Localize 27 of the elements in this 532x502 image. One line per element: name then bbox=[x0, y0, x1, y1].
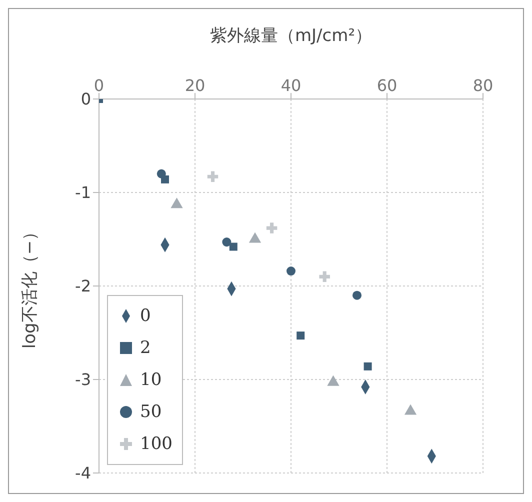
y-tick-label: -3 bbox=[75, 370, 91, 390]
y-tick-label: -1 bbox=[75, 183, 91, 202]
point bbox=[352, 290, 362, 300]
point bbox=[286, 266, 296, 276]
legend-label: 50 bbox=[140, 402, 162, 422]
legend-label: 10 bbox=[140, 370, 162, 390]
x-tick-label: 80 bbox=[472, 76, 494, 95]
y-tick-label: -4 bbox=[75, 464, 91, 483]
legend-label: 2 bbox=[140, 338, 151, 358]
legend-label: 0 bbox=[140, 306, 151, 326]
point bbox=[229, 242, 238, 251]
y-tick-label: -2 bbox=[75, 276, 91, 296]
y-axis-title: log不活化（−） bbox=[20, 223, 40, 349]
point bbox=[364, 362, 372, 370]
x-axis-title: 紫外線量（mJ/cm²） bbox=[210, 26, 372, 46]
point bbox=[207, 171, 218, 182]
x-tick-label: 20 bbox=[184, 76, 206, 95]
x-tick-label: 0 bbox=[94, 76, 104, 95]
y-tick-label: 0 bbox=[80, 90, 91, 109]
point bbox=[156, 169, 166, 178]
legend-label: 100 bbox=[140, 434, 172, 454]
point bbox=[222, 238, 232, 247]
x-tick-label: 40 bbox=[280, 76, 302, 95]
point bbox=[296, 332, 305, 340]
point bbox=[266, 222, 278, 234]
x-tick-label: 60 bbox=[376, 76, 398, 95]
point bbox=[319, 271, 330, 282]
